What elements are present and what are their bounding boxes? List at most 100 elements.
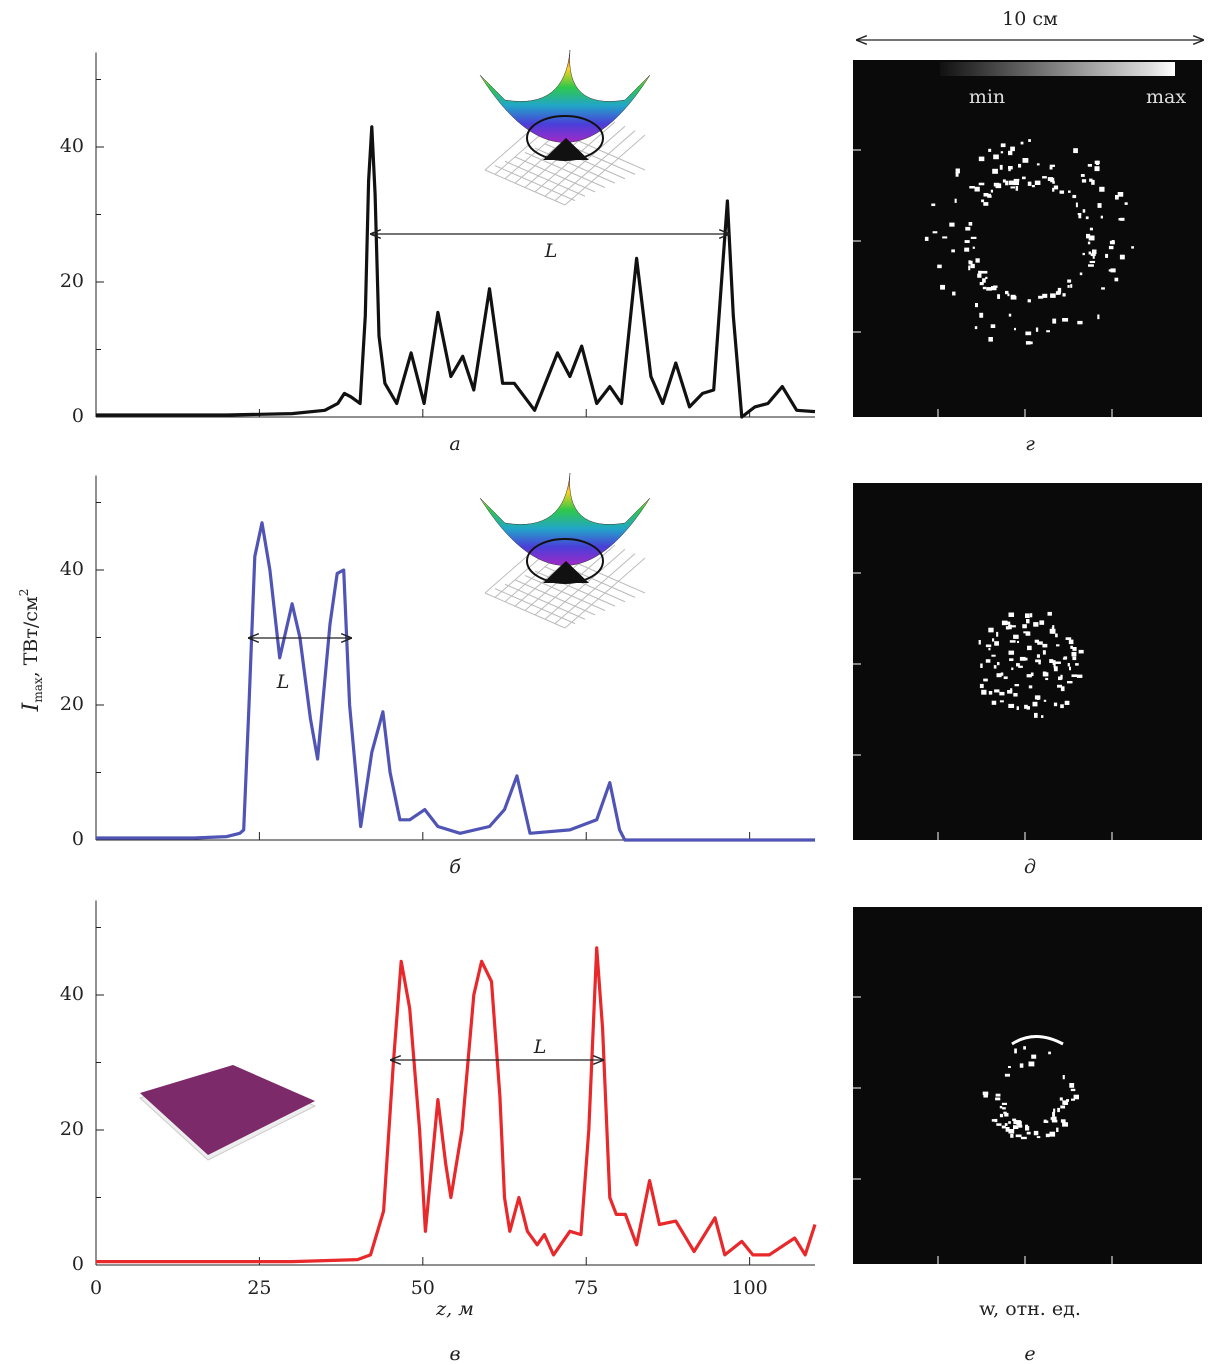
- speckle: [979, 683, 984, 689]
- speckle: [1088, 264, 1094, 267]
- speckle: [1030, 613, 1033, 618]
- speckle: [1109, 240, 1115, 245]
- speckle: [1008, 1066, 1011, 1069]
- speckle: [1067, 285, 1070, 288]
- speckle: [986, 287, 992, 291]
- inset-peak: [543, 138, 589, 160]
- speckle: [1086, 233, 1091, 239]
- speckle: [955, 172, 959, 177]
- speckle: [949, 222, 955, 227]
- speckle: [1089, 178, 1093, 182]
- speckle: [982, 278, 986, 283]
- speckle: [1053, 185, 1059, 190]
- speckle: [1034, 639, 1040, 643]
- speckle: [1056, 644, 1060, 647]
- y-tick-label: 0: [72, 828, 84, 850]
- speckle: [1007, 293, 1010, 297]
- speckle: [1025, 631, 1031, 636]
- speckle: [1049, 1131, 1056, 1137]
- speckle: [1053, 1108, 1056, 1113]
- speckle: [968, 265, 971, 271]
- speckle: [1034, 180, 1041, 185]
- speckle: [931, 203, 936, 207]
- speckle: [978, 270, 982, 274]
- inset-grid: [504, 160, 586, 197]
- speckle: [1005, 1127, 1010, 1132]
- speckle: [1043, 699, 1047, 702]
- speckle: [1117, 192, 1124, 197]
- beam-image: [853, 907, 1202, 1264]
- speckle: [1022, 176, 1026, 180]
- speckle: [1027, 645, 1032, 651]
- speckle: [999, 700, 1004, 703]
- inset-surface: [479, 49, 651, 143]
- speckle: [1072, 194, 1077, 199]
- speckle: [993, 154, 999, 160]
- speckle: [1026, 706, 1031, 710]
- x-tick-label: 50: [411, 1277, 435, 1299]
- speckle: [1089, 260, 1096, 264]
- speckle: [1010, 295, 1017, 300]
- inset-grid: [534, 570, 616, 607]
- speckle: [1075, 202, 1078, 208]
- y-tick-label: 0: [72, 405, 84, 427]
- speckle: [1063, 656, 1068, 660]
- speckle: [1019, 1063, 1024, 1068]
- speckle: [940, 284, 946, 290]
- speckle: [996, 673, 1002, 678]
- speckle: [1022, 158, 1029, 163]
- speckle: [1050, 177, 1055, 183]
- speckle: [1015, 1134, 1022, 1138]
- speckle: [1062, 1075, 1065, 1080]
- speckle: [1077, 213, 1082, 216]
- speckle: [1014, 1048, 1017, 1054]
- surface-inset: [479, 472, 651, 629]
- speckle: [972, 246, 975, 249]
- speckle: [1002, 1107, 1006, 1110]
- speckle: [974, 326, 978, 330]
- inset-grid: [494, 165, 576, 202]
- speckle: [1026, 619, 1030, 624]
- speckle: [1055, 661, 1061, 664]
- speckle: [996, 1123, 1002, 1126]
- speckle: [1035, 659, 1041, 663]
- surface-inset: [479, 49, 651, 206]
- flat-inset: [140, 1065, 315, 1155]
- speckle: [979, 282, 984, 286]
- y-label-symbol: I: [19, 701, 44, 712]
- speckle: [1080, 174, 1085, 177]
- speckle: [1025, 341, 1031, 345]
- speckle: [968, 260, 971, 263]
- speckle: [1036, 1136, 1041, 1139]
- speckle: [1052, 660, 1056, 665]
- speckle: [1108, 245, 1114, 250]
- speckle: [993, 665, 997, 669]
- speckle: [1042, 293, 1048, 298]
- speckle: [1013, 1125, 1019, 1130]
- speckle: [1051, 626, 1055, 631]
- speckle: [1034, 695, 1041, 700]
- speckle: [1003, 1111, 1007, 1114]
- inset-grid: [564, 557, 646, 629]
- speckle: [999, 1105, 1003, 1109]
- speckle: [1053, 666, 1058, 672]
- speckle: [1051, 1116, 1057, 1122]
- speckle: [1058, 676, 1062, 681]
- speckle: [1042, 650, 1046, 655]
- annotation: L: [544, 240, 558, 262]
- speckle: [1018, 665, 1023, 668]
- x-tick-label: 75: [574, 1277, 598, 1299]
- speckle: [981, 199, 985, 203]
- speckle: [1071, 1098, 1075, 1101]
- x-axis-label: z, м: [435, 1298, 474, 1320]
- speckle: [1092, 253, 1095, 259]
- speckle: [1100, 215, 1104, 219]
- speckle: [1124, 202, 1128, 205]
- speckle: [983, 193, 989, 197]
- y-label-subscript: max: [31, 677, 45, 703]
- speckle: [975, 258, 980, 263]
- speckle: [1060, 686, 1065, 692]
- speckle: [1077, 320, 1083, 325]
- speckle: [1009, 658, 1014, 662]
- speckle: [1020, 1136, 1027, 1140]
